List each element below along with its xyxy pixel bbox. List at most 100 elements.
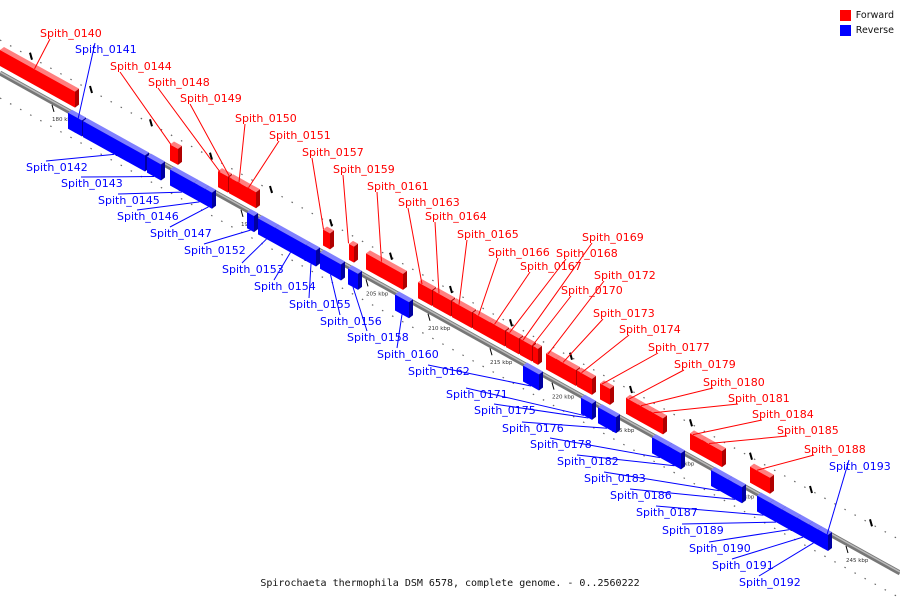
reverse-guide-track [0, 97, 900, 599]
reverse-leader-line [330, 274, 341, 316]
forward-gene-label[interactable]: Spith_0174 [619, 323, 681, 336]
forward-gene-label[interactable]: Spith_0177 [648, 341, 710, 354]
spith-0186-gene[interactable] [728, 476, 746, 504]
forward-leader-line [708, 435, 788, 445]
forward-gene-label[interactable]: Spith_0164 [425, 210, 487, 223]
forward-gene-label[interactable]: Spith_0168 [556, 247, 618, 260]
forward-gene-label[interactable]: Spith_0181 [728, 392, 790, 405]
spith-0144-gene[interactable] [170, 141, 182, 165]
spith-0147-gene[interactable] [205, 185, 216, 209]
forward-gene-label[interactable]: Spith_0184 [752, 408, 814, 421]
spith-0170-gene[interactable] [533, 343, 542, 365]
reverse-gene-label[interactable]: Spith_0186 [610, 489, 672, 502]
forward-gene-label[interactable]: Spith_0144 [110, 60, 172, 73]
reverse-gene-label[interactable]: Spith_0182 [557, 455, 619, 468]
spith-0162-gene[interactable] [523, 362, 543, 391]
forward-gene-label[interactable]: Spith_0140 [40, 27, 102, 40]
forward-gene-label[interactable]: Spith_0172 [594, 269, 656, 282]
forward-gene-label[interactable]: Spith_0161 [367, 180, 429, 193]
forward-gene-label[interactable]: Spith_0188 [804, 443, 866, 456]
reverse-gene-label[interactable]: Spith_0193 [829, 460, 891, 473]
spith-0193-gene[interactable] [818, 526, 832, 551]
spith-0158-gene[interactable] [348, 265, 362, 290]
forward-gene-label[interactable]: Spith_0163 [398, 196, 460, 209]
forward-leader-line [562, 318, 604, 363]
spith-0181-gene[interactable] [650, 408, 667, 435]
track-marker [629, 385, 633, 394]
forward-gene-label[interactable]: Spith_0185 [777, 424, 839, 437]
forward-gene-label[interactable]: Spith_0151 [269, 129, 331, 142]
reverse-gene-label[interactable]: Spith_0176 [502, 422, 564, 435]
spith-0140-gene[interactable] [0, 47, 79, 108]
reverse-leader-line [576, 454, 675, 467]
reverse-gene-label[interactable]: Spith_0190 [689, 542, 751, 555]
spith-0155-gene[interactable] [306, 242, 320, 267]
forward-leader-line [458, 239, 468, 305]
reverse-gene-label[interactable]: Spith_0189 [662, 524, 724, 537]
reverse-gene-label[interactable]: Spith_0143 [61, 177, 123, 190]
spith-0145-gene[interactable] [170, 166, 198, 199]
spith-0157-gene[interactable] [323, 226, 334, 250]
reverse-gene-label[interactable]: Spith_0162 [408, 365, 470, 378]
spith-0188-gene[interactable] [750, 463, 774, 494]
track-marker [269, 185, 273, 194]
reverse-gene-label[interactable]: Spith_0187 [636, 506, 698, 519]
reverse-gene-label[interactable]: Spith_0147 [150, 227, 212, 240]
spith-0151-gene[interactable] [247, 184, 260, 209]
forward-leader-line [653, 403, 739, 414]
forward-gene-label[interactable]: Spith_0159 [333, 163, 395, 176]
spith-0159-gene[interactable] [349, 240, 358, 263]
reverse-gene-label[interactable]: Spith_0152 [184, 244, 246, 257]
reverse-gene-label[interactable]: Spith_0156 [320, 315, 382, 328]
spith-0152-gene[interactable] [247, 209, 258, 233]
spith-0156-gene[interactable] [320, 249, 345, 281]
reverse-gene-label[interactable]: Spith_0145 [98, 194, 160, 207]
forward-gene-label[interactable]: Spith_0173 [593, 307, 655, 320]
reverse-gene-label[interactable]: Spith_0154 [254, 280, 316, 293]
forward-gene-label[interactable]: Spith_0167 [520, 260, 582, 273]
spith-0177-gene[interactable] [600, 380, 614, 405]
scale-tick-label: 205 kbp [366, 291, 389, 297]
spith-0176-gene[interactable] [598, 404, 620, 434]
spith-0185-gene[interactable] [702, 437, 726, 468]
forward-gene-label[interactable]: Spith_0166 [488, 246, 550, 259]
spith-0160-gene[interactable] [395, 291, 413, 319]
forward-gene-label[interactable]: Spith_0179 [674, 358, 736, 371]
reverse-gene-label[interactable]: Spith_0192 [739, 576, 801, 589]
reverse-leader-line [493, 403, 589, 419]
track-marker [89, 85, 93, 94]
reverse-gene-label[interactable]: Spith_0183 [584, 472, 646, 485]
spith-0175-gene[interactable] [585, 397, 596, 420]
reverse-gene-label[interactable]: Spith_0158 [347, 331, 409, 344]
forward-gene-label[interactable]: Spith_0150 [235, 112, 297, 125]
spith-0161-gene[interactable] [366, 250, 407, 290]
reverse-leader-line [603, 471, 720, 492]
reverse-gene-label[interactable]: Spith_0141 [75, 43, 137, 56]
forward-leader-line [189, 103, 231, 178]
forward-gene-label[interactable]: Spith_0165 [457, 228, 519, 241]
forward-gene-label[interactable]: Spith_0148 [148, 76, 210, 89]
spith-0142-gene[interactable] [83, 118, 149, 172]
forward-leader-line [494, 271, 531, 325]
spith-0174-gene[interactable] [577, 367, 596, 395]
reverse-gene-label[interactable]: Spith_0142 [26, 161, 88, 174]
forward-gene-label[interactable]: Spith_0157 [302, 146, 364, 159]
reverse-gene-label[interactable]: Spith_0160 [377, 348, 439, 361]
reverse-gene-label[interactable]: Spith_0146 [117, 210, 179, 223]
reverse-gene-label[interactable]: Spith_0191 [712, 559, 774, 572]
reverse-gene-label[interactable]: Spith_0175 [474, 404, 536, 417]
reverse-gene-label[interactable]: Spith_0155 [289, 298, 351, 311]
forward-gene-label[interactable]: Spith_0170 [561, 284, 623, 297]
forward-gene-label[interactable]: Spith_0149 [180, 92, 242, 105]
reverse-gene-label[interactable]: Spith_0153 [222, 263, 284, 276]
reverse-gene-label[interactable]: Spith_0171 [446, 388, 508, 401]
scale-tick-label: 180 kbp [52, 117, 75, 123]
forward-gene-label[interactable]: Spith_0169 [582, 231, 644, 244]
spith-0154-gene[interactable] [275, 224, 310, 261]
spith-0143-gene[interactable] [147, 153, 165, 181]
scale-tick-mark [240, 209, 244, 218]
forward-leader-line [434, 221, 440, 294]
spith-0182-gene[interactable] [668, 443, 685, 470]
forward-gene-label[interactable]: Spith_0180 [703, 376, 765, 389]
reverse-gene-label[interactable]: Spith_0178 [530, 438, 592, 451]
